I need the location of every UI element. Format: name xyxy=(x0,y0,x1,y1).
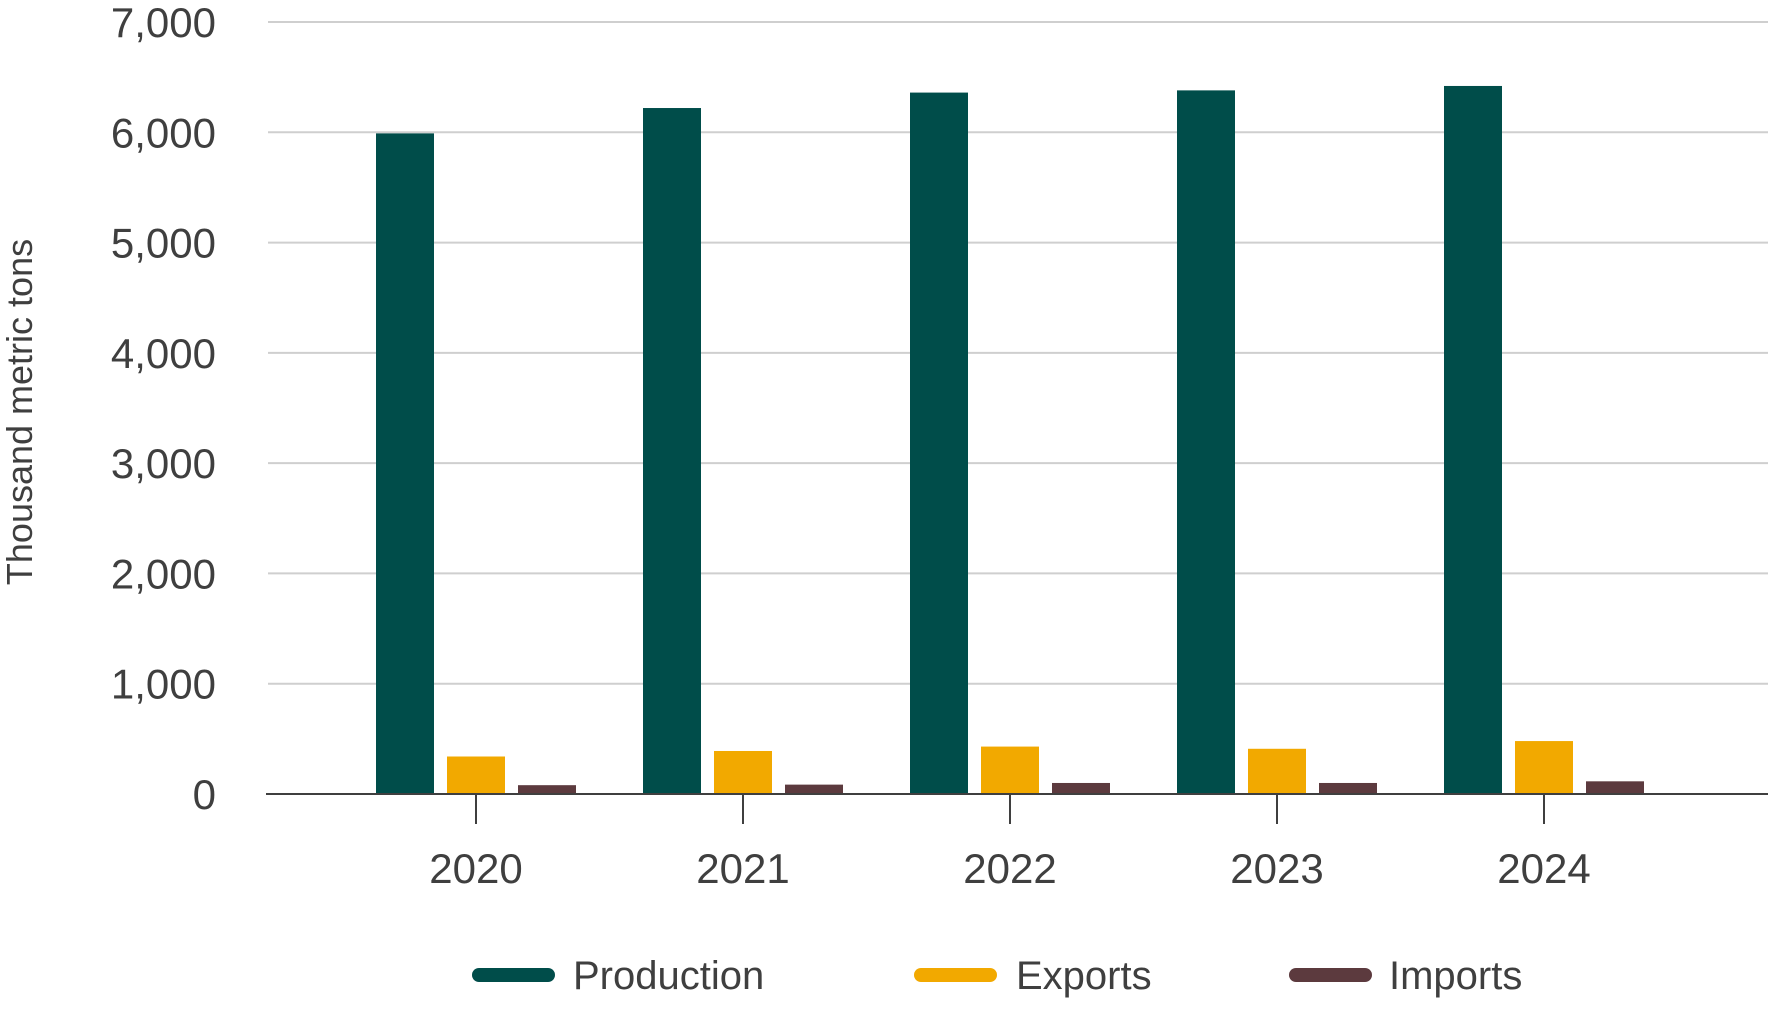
bar-production-2023 xyxy=(1177,90,1235,795)
gridlines xyxy=(268,21,1768,685)
x-tick-label: 2024 xyxy=(1497,845,1590,892)
bar-imports-2020 xyxy=(518,785,576,794)
y-tick-label: 7,000 xyxy=(111,0,216,46)
y-tick-label: 6,000 xyxy=(111,109,216,156)
y-tick-label: 2,000 xyxy=(111,550,216,597)
y-tick-label: 3,000 xyxy=(111,440,216,487)
y-axis-title: Thousand metric tons xyxy=(0,239,40,585)
axes: 0 1,000 2,000 3,000 4,000 5,000 6,000 7,000 2020… xyxy=(111,0,1768,892)
bar-imports-2024 xyxy=(1586,781,1644,794)
bar-exports-2023 xyxy=(1248,748,1306,794)
x-tick-label: 2023 xyxy=(1230,845,1323,892)
bar-imports-2023 xyxy=(1319,782,1377,794)
bar-exports-2022 xyxy=(981,746,1039,794)
bar-production-2024 xyxy=(1444,85,1502,795)
bar-production-2022 xyxy=(910,92,968,794)
bar-exports-2021 xyxy=(714,750,772,794)
legend: Production Exports Imports xyxy=(472,954,1522,998)
bar-exports-2024 xyxy=(1515,741,1573,794)
x-tick-label: 2021 xyxy=(696,845,789,892)
bar-production-2020 xyxy=(376,133,434,795)
x-tick-label: 2022 xyxy=(963,845,1056,892)
bars xyxy=(376,85,1644,795)
bar-production-2021 xyxy=(643,108,701,795)
bar-exports-2020 xyxy=(447,756,505,794)
y-tick-label: 5,000 xyxy=(111,220,216,267)
bar-imports-2021 xyxy=(785,784,843,794)
y-tick-label: 0 xyxy=(193,771,216,818)
legend-label-exports: Exports xyxy=(1016,954,1152,998)
bar-imports-2022 xyxy=(1052,782,1110,794)
legend-label-production: Production xyxy=(573,954,764,998)
y-tick-label: 1,000 xyxy=(111,661,216,708)
legend-label-imports: Imports xyxy=(1389,954,1522,998)
x-tick-label: 2020 xyxy=(429,845,522,892)
y-tick-label: 4,000 xyxy=(111,330,216,377)
